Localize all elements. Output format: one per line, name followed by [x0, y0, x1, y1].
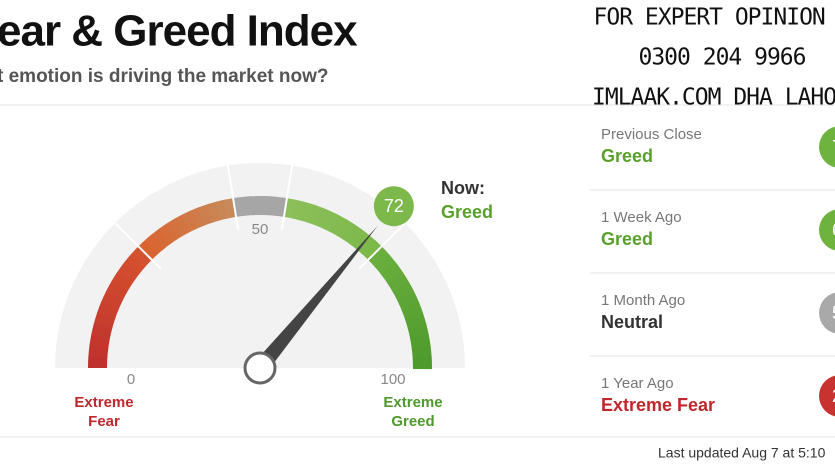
history-value: 2	[832, 386, 835, 406]
gauge-zone	[250, 196, 257, 216]
history-bubble	[819, 292, 835, 334]
history-value: 6	[832, 220, 835, 240]
gauge-zone	[314, 207, 331, 229]
gauge-zone	[144, 233, 165, 255]
gauge-zone	[407, 323, 429, 340]
dial-background	[55, 163, 465, 368]
history-rating: Neutral	[601, 312, 663, 332]
gauge-zone	[93, 311, 116, 329]
history-label: 1 Month Ago	[601, 292, 685, 309]
gauge-zone	[116, 262, 140, 283]
gauge-zone	[368, 246, 391, 268]
footer: Last updated Aug 7 at 5:10	[658, 445, 826, 461]
gauge-zone	[151, 228, 171, 250]
history-rating: Greed	[601, 229, 653, 249]
zone-label: Extreme Greed	[383, 394, 443, 430]
history-bubble	[819, 375, 835, 417]
gauge-zone	[111, 271, 134, 292]
gauge-zone	[190, 207, 207, 229]
zone-divider	[114, 222, 162, 270]
gauge-zone	[375, 254, 398, 276]
overlay-text: FOR EXPERT OPINION :	[594, 5, 835, 31]
needle	[253, 225, 378, 374]
gauge-zone	[101, 290, 124, 310]
zone-divider	[280, 165, 294, 230]
gauge-zone	[198, 204, 214, 226]
tick-label: 50	[252, 221, 269, 238]
gauge-zone	[410, 334, 431, 349]
gauge-zone	[307, 204, 323, 226]
history-bubble	[819, 209, 835, 251]
tick-label: 0	[127, 371, 135, 388]
gauge-zone	[158, 223, 178, 245]
gauge-zone	[336, 219, 355, 241]
history-rating: Extreme Fear	[601, 395, 715, 415]
gauge-zone	[329, 214, 347, 236]
overlay-text: IMLAAK.COM DHA LAHOR	[592, 85, 835, 111]
gauge-zone	[411, 345, 432, 359]
now-rating: Greed	[441, 202, 493, 222]
gauge-zone	[349, 228, 370, 250]
history-label: 1 Year Ago	[601, 375, 674, 392]
gauge-zone	[381, 263, 404, 284]
zone-divider	[358, 222, 406, 270]
gauge-zone	[322, 210, 340, 233]
title: ear & Greed Index	[0, 7, 358, 56]
history-rating: Greed	[601, 146, 653, 166]
gauge-zone	[299, 201, 315, 223]
zone-divider	[226, 165, 240, 230]
gauge-zone	[392, 282, 415, 302]
history-label: 1 Week Ago	[601, 209, 682, 226]
now-label: Now:	[441, 178, 485, 198]
gauge-zone	[397, 291, 420, 311]
gauge-zone	[88, 355, 108, 368]
gauge-zone	[88, 344, 109, 358]
gauge-zone	[343, 223, 362, 245]
gauge-zone	[130, 245, 153, 268]
gauge-zone	[174, 214, 192, 236]
gauge-zone	[97, 301, 120, 319]
history-bubble	[819, 126, 835, 168]
history-value: 7	[832, 137, 835, 157]
gauge-zone	[412, 356, 432, 370]
zone-label: Extreme Fear	[74, 394, 134, 430]
needle-hub	[243, 351, 277, 385]
gauge-zone	[291, 199, 306, 221]
value-label: 72	[384, 196, 404, 216]
gauge-zone	[356, 234, 376, 255]
gauge-zone	[123, 253, 146, 275]
gauge-zone	[166, 218, 185, 240]
gauge-zone	[275, 196, 284, 217]
value-bubble	[373, 186, 414, 227]
tick-label: 100	[380, 371, 405, 388]
gauge-zone	[105, 281, 128, 301]
overlay-text: 0300 204 9966	[638, 45, 805, 71]
gauge-zone	[255, 196, 262, 216]
history-value: 5	[832, 303, 835, 323]
subtitle: t emotion is driving the market now?	[0, 66, 328, 87]
gauge-zone	[362, 240, 383, 261]
gauge-zone	[387, 272, 410, 293]
gauge-zone	[138, 239, 159, 260]
history-label: Previous Close	[601, 126, 702, 143]
gauge-zone	[181, 210, 199, 232]
